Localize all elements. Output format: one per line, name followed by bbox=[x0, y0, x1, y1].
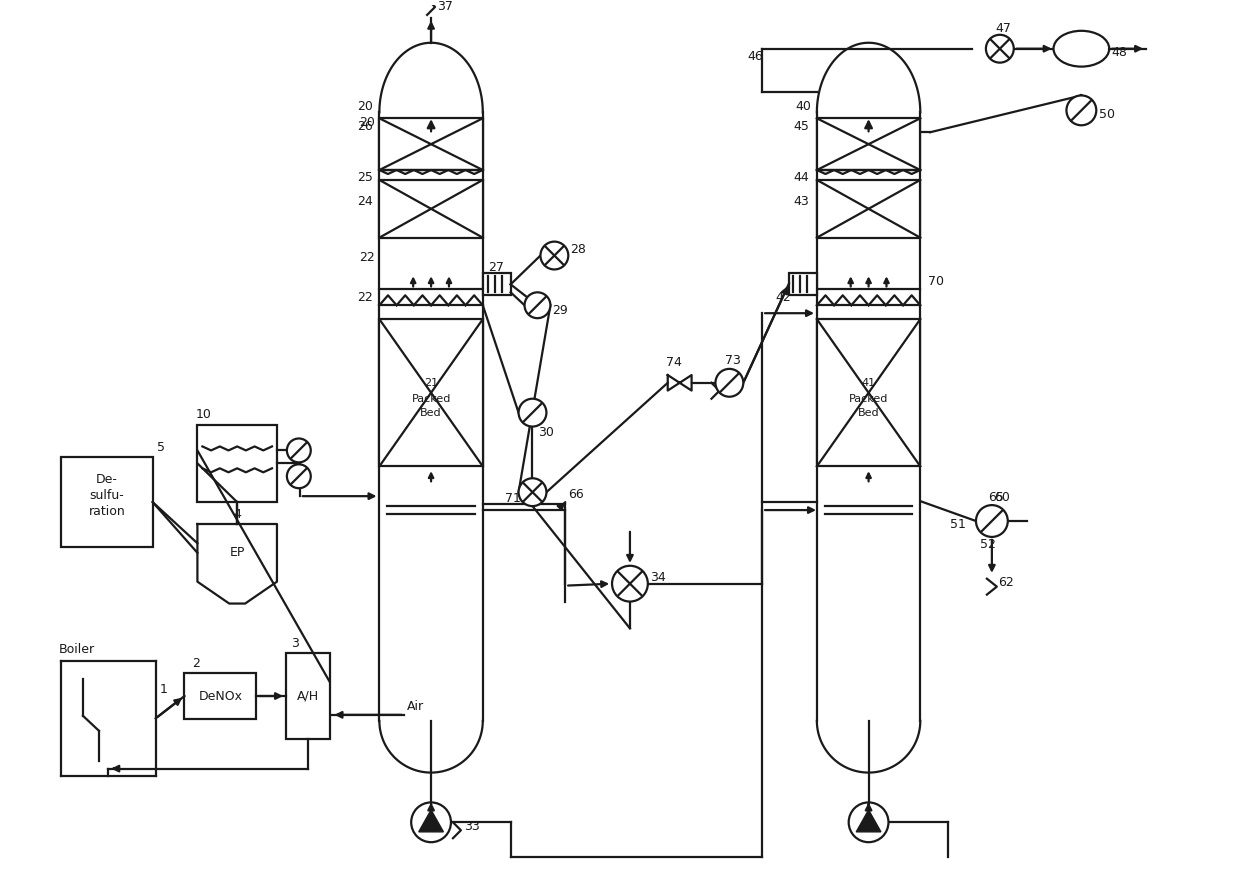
Text: 60: 60 bbox=[994, 491, 1009, 504]
Text: 22: 22 bbox=[357, 290, 373, 304]
Text: 45: 45 bbox=[794, 120, 808, 133]
Polygon shape bbox=[197, 524, 277, 604]
Text: 3: 3 bbox=[291, 637, 299, 650]
Text: 71: 71 bbox=[505, 492, 521, 505]
Circle shape bbox=[525, 292, 551, 318]
Text: 43: 43 bbox=[794, 195, 808, 208]
Bar bbox=[789, 273, 817, 295]
Polygon shape bbox=[817, 721, 920, 773]
Text: Bed: Bed bbox=[420, 408, 441, 417]
Bar bbox=[817, 319, 920, 466]
Text: 37: 37 bbox=[436, 1, 453, 13]
Bar bbox=[379, 319, 482, 466]
Text: 33: 33 bbox=[464, 820, 480, 833]
Text: EP: EP bbox=[229, 546, 244, 559]
Text: Packed: Packed bbox=[849, 394, 888, 403]
Text: Bed: Bed bbox=[858, 408, 879, 417]
Text: 2: 2 bbox=[192, 657, 201, 669]
Circle shape bbox=[976, 505, 1008, 537]
Circle shape bbox=[518, 399, 547, 426]
Text: sulfu-: sulfu- bbox=[89, 488, 124, 501]
Circle shape bbox=[715, 369, 743, 396]
Text: 24: 24 bbox=[357, 195, 373, 208]
Text: 52: 52 bbox=[980, 538, 996, 551]
Circle shape bbox=[518, 479, 547, 506]
Text: 74: 74 bbox=[666, 356, 682, 369]
Text: 28: 28 bbox=[570, 243, 587, 256]
Text: 50: 50 bbox=[1100, 108, 1115, 121]
Ellipse shape bbox=[1054, 31, 1110, 66]
Text: 62: 62 bbox=[998, 576, 1013, 589]
Text: Boiler: Boiler bbox=[60, 643, 95, 655]
Circle shape bbox=[1066, 95, 1096, 125]
Text: 25: 25 bbox=[357, 172, 373, 185]
Text: Air: Air bbox=[407, 700, 424, 713]
Text: 27: 27 bbox=[487, 261, 503, 274]
Text: 5: 5 bbox=[156, 441, 165, 454]
Bar bbox=[817, 118, 920, 170]
Bar bbox=[185, 673, 257, 719]
Bar bbox=[61, 458, 153, 547]
Circle shape bbox=[286, 465, 311, 488]
Text: 22: 22 bbox=[360, 251, 376, 264]
Text: 26: 26 bbox=[357, 120, 373, 133]
Bar bbox=[379, 118, 482, 170]
Circle shape bbox=[541, 242, 568, 270]
Text: 46: 46 bbox=[748, 50, 763, 63]
Bar bbox=[286, 654, 330, 738]
Bar bbox=[379, 180, 482, 238]
Circle shape bbox=[613, 566, 647, 601]
Text: 4: 4 bbox=[233, 507, 241, 521]
Polygon shape bbox=[817, 43, 920, 112]
Text: 1: 1 bbox=[160, 682, 167, 696]
Text: 44: 44 bbox=[794, 172, 808, 185]
Text: ration: ration bbox=[88, 505, 125, 518]
Text: 47: 47 bbox=[996, 23, 1012, 35]
Text: 21: 21 bbox=[424, 378, 438, 388]
Text: De-: De- bbox=[95, 473, 118, 486]
Polygon shape bbox=[379, 43, 482, 112]
Circle shape bbox=[986, 35, 1014, 63]
Polygon shape bbox=[379, 721, 482, 773]
Bar bbox=[817, 180, 920, 238]
Text: 29: 29 bbox=[552, 304, 568, 317]
Text: 65: 65 bbox=[988, 491, 1003, 504]
Text: 48: 48 bbox=[1111, 46, 1127, 60]
Text: 42: 42 bbox=[775, 290, 791, 304]
Polygon shape bbox=[419, 810, 444, 832]
Text: 30: 30 bbox=[538, 426, 554, 439]
Circle shape bbox=[848, 802, 889, 842]
Text: 66: 66 bbox=[568, 487, 584, 500]
Text: 10: 10 bbox=[196, 408, 211, 421]
Circle shape bbox=[412, 802, 451, 842]
Bar bbox=[482, 273, 511, 295]
Text: 34: 34 bbox=[650, 571, 666, 584]
Text: 51: 51 bbox=[950, 519, 966, 531]
Text: 20: 20 bbox=[357, 100, 373, 113]
Text: 41: 41 bbox=[862, 378, 875, 388]
Text: A/H: A/H bbox=[296, 690, 319, 703]
Polygon shape bbox=[857, 810, 880, 832]
Text: Packed: Packed bbox=[412, 394, 451, 403]
Text: 40: 40 bbox=[795, 100, 811, 113]
Text: 20: 20 bbox=[360, 116, 376, 129]
Text: 73: 73 bbox=[725, 354, 742, 367]
Circle shape bbox=[286, 438, 311, 462]
Bar bbox=[197, 424, 277, 502]
Text: 70: 70 bbox=[929, 275, 944, 288]
Text: DeNOx: DeNOx bbox=[198, 690, 242, 703]
